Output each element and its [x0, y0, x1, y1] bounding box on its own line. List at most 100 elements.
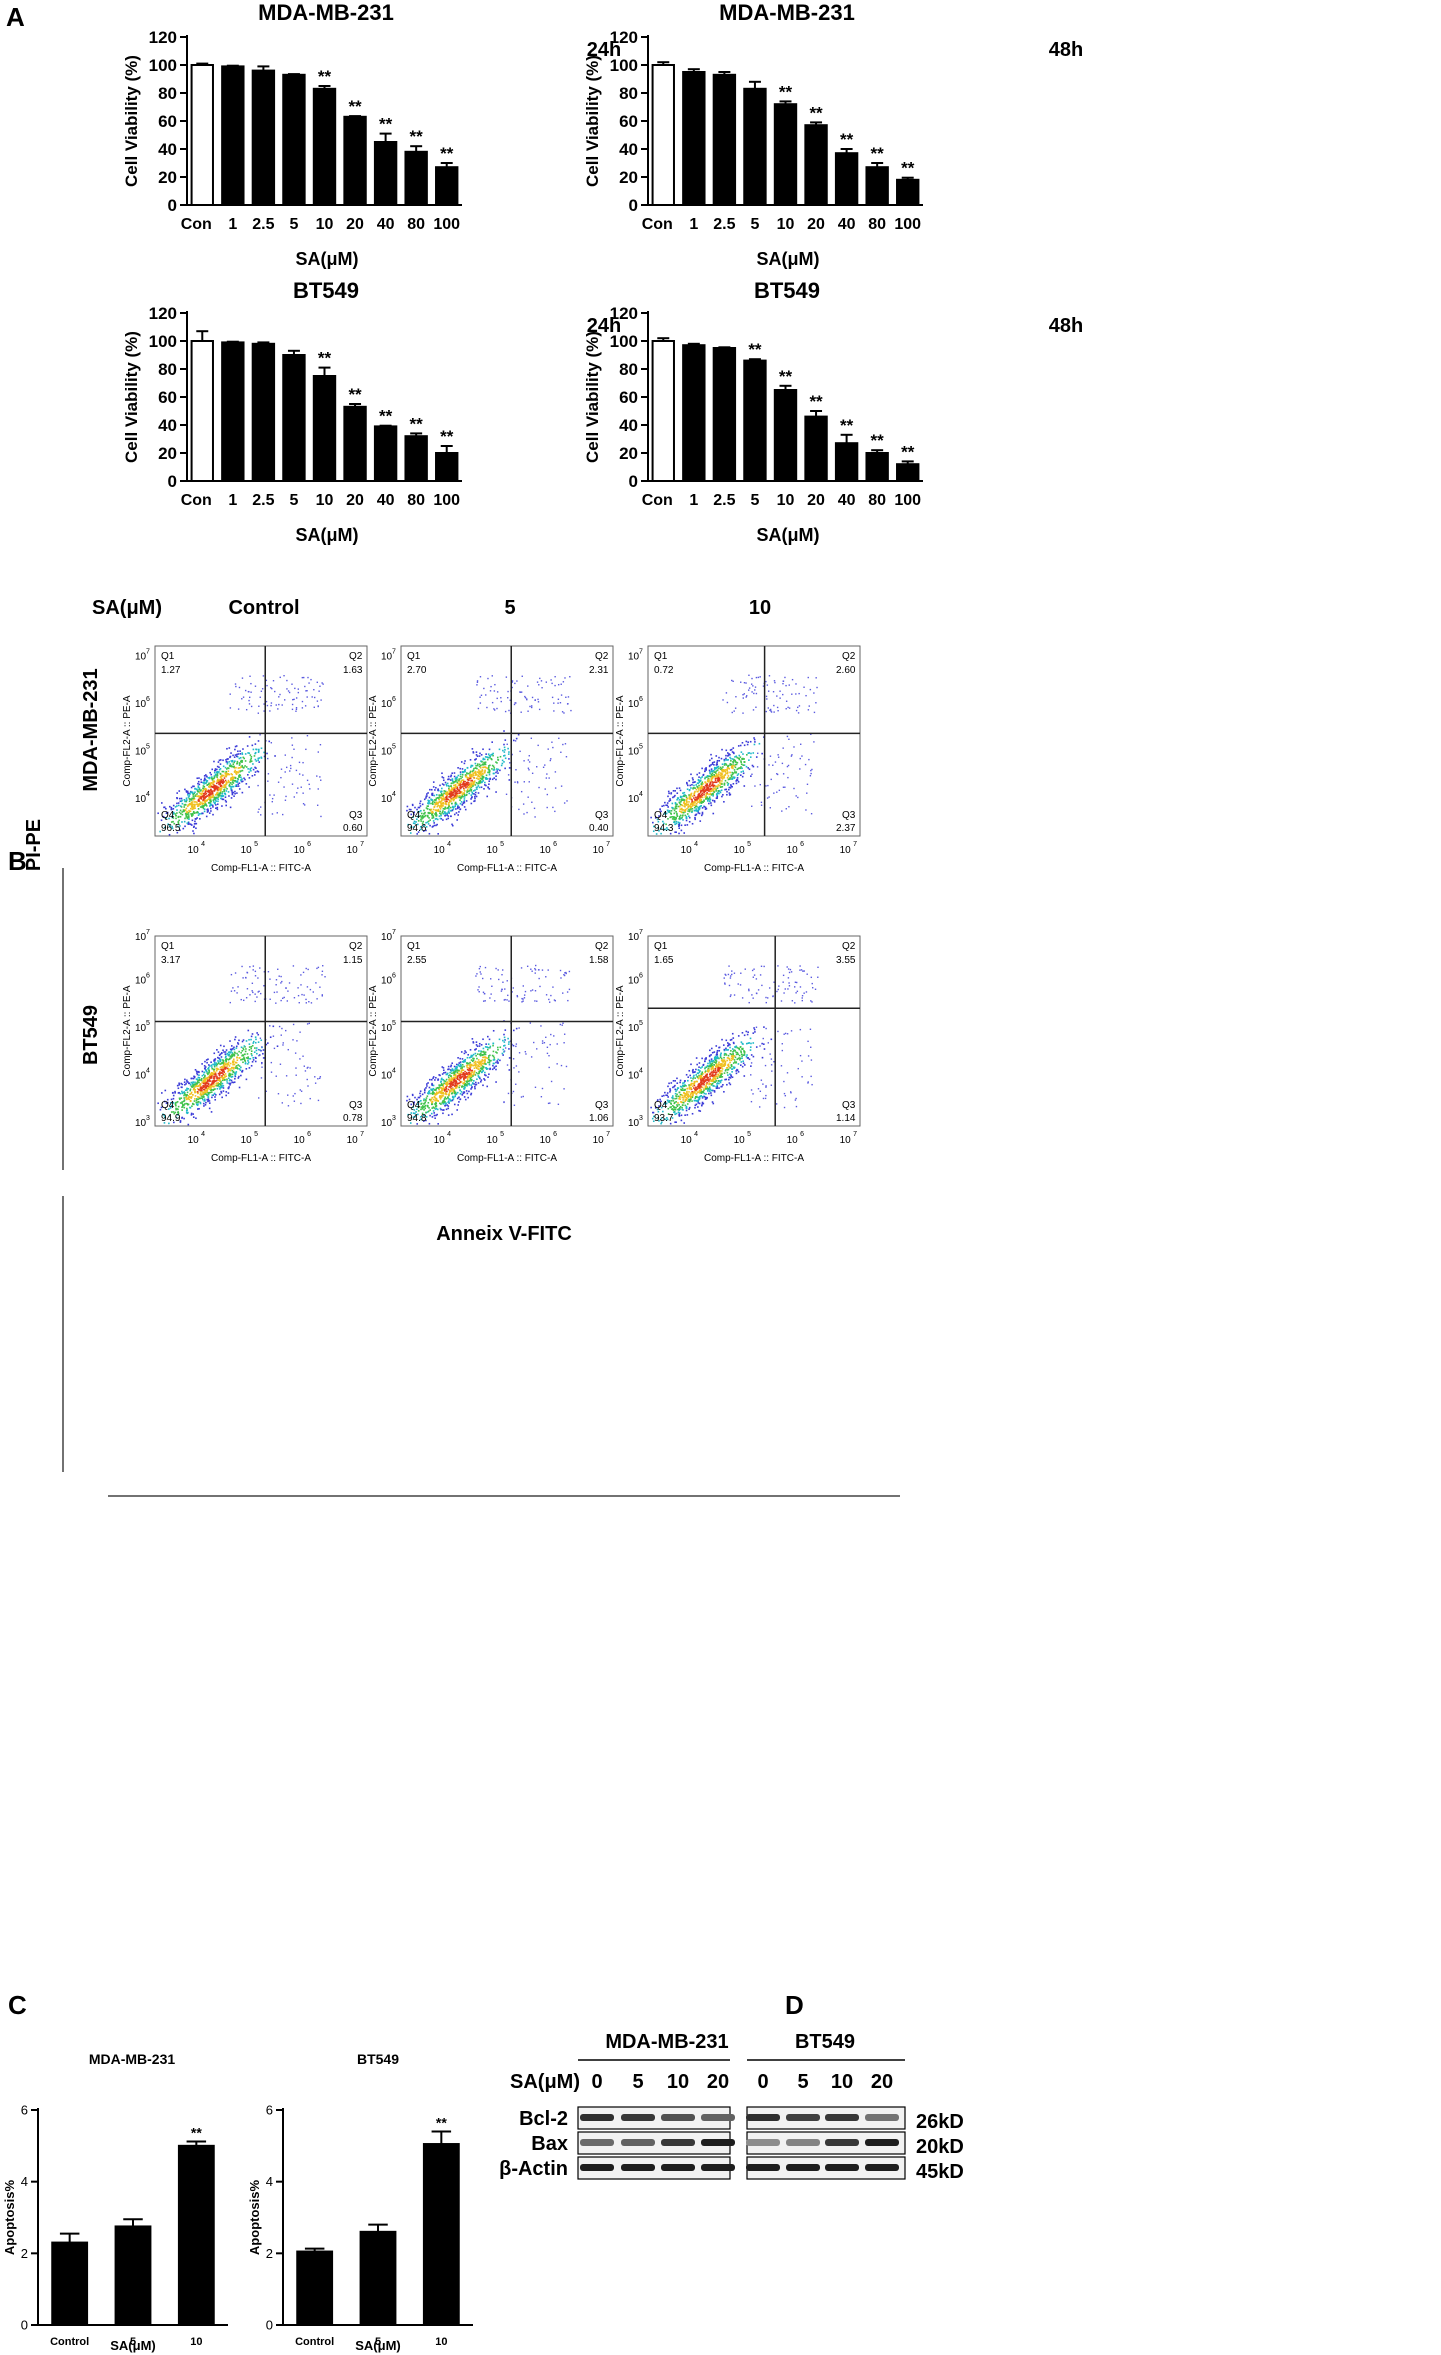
- flow-dot: [673, 812, 676, 815]
- flow-dot: [485, 774, 488, 777]
- flow-dot: [459, 1063, 462, 1065]
- flow-dot: [443, 1082, 445, 1085]
- flow-dot: [209, 804, 212, 807]
- flow-dot: [740, 751, 743, 753]
- flow-dot: [675, 807, 678, 810]
- quadrant-value-q1: 3.17: [161, 955, 181, 966]
- flow-dot: [427, 805, 429, 807]
- flow-dot: [317, 751, 319, 753]
- flow-dot: [698, 794, 700, 797]
- flow-dot: [676, 805, 678, 808]
- flow-dot: [806, 792, 808, 794]
- flow-dot: [186, 813, 189, 816]
- y-tick-label: 60: [158, 388, 177, 407]
- flow-dot: [682, 792, 684, 794]
- flow-dot: [455, 808, 457, 810]
- flow-dot: [704, 770, 706, 773]
- flow-dot: [272, 680, 275, 682]
- flow-dot: [750, 752, 752, 755]
- flow-dot: [456, 787, 458, 790]
- flow-dot: [172, 1094, 175, 1097]
- flow-dot: [229, 1062, 232, 1065]
- flow-dot: [451, 789, 454, 791]
- flow-dot: [433, 1089, 436, 1091]
- flow-dot: [650, 816, 652, 819]
- flow-dot: [689, 797, 692, 800]
- flow-dot: [224, 796, 227, 798]
- chart-title: MDA-MB-231: [258, 0, 394, 25]
- flow-dot: [231, 773, 234, 776]
- flow-dot: [782, 786, 785, 788]
- flow-dot: [217, 1083, 220, 1086]
- flow-dot: [692, 787, 694, 790]
- flow-dot: [486, 706, 488, 709]
- flow-dot: [450, 815, 452, 818]
- flow-dot: [782, 680, 785, 682]
- flow-dot: [727, 755, 729, 757]
- flow-dot: [291, 708, 294, 711]
- flow-dot: [720, 767, 723, 770]
- flow-dot: [412, 826, 415, 828]
- flow-dot: [204, 782, 207, 784]
- flow-dot: [274, 690, 276, 693]
- flow-dot: [238, 788, 241, 790]
- flow-dot: [453, 788, 456, 790]
- flow-dot: [192, 1103, 195, 1106]
- flow-dot: [201, 1081, 204, 1084]
- flow-dot: [203, 1081, 205, 1084]
- flow-dot: [206, 1098, 208, 1101]
- flow-dot: [233, 990, 236, 992]
- flow-dot: [241, 764, 243, 767]
- flow-dot: [261, 1066, 263, 1068]
- flow-dot: [189, 1083, 192, 1086]
- flow-dot: [243, 1045, 246, 1047]
- flow-dot: [508, 779, 511, 781]
- flow-dot: [171, 815, 173, 818]
- flow-dot: [432, 1110, 435, 1112]
- flow-dot: [269, 1036, 272, 1039]
- flow-dot: [508, 751, 510, 753]
- flow-dot: [183, 806, 186, 808]
- flow-dot: [512, 739, 515, 742]
- flow-dot: [166, 1098, 169, 1101]
- flow-dot: [236, 762, 238, 765]
- flow-dot: [195, 1098, 198, 1100]
- flow-dot: [445, 784, 448, 787]
- flow-dot: [257, 740, 260, 742]
- flow-dot: [700, 777, 702, 779]
- flow-dot: [469, 1049, 472, 1051]
- flow-dot: [435, 1104, 437, 1107]
- flow-dot: [263, 710, 265, 712]
- flow-dot: [723, 758, 726, 761]
- flow-dot: [216, 765, 219, 768]
- flow-dot: [200, 1087, 202, 1090]
- flow-dot: [234, 748, 236, 751]
- flow-dot: [229, 1040, 231, 1042]
- flow-dot: [207, 810, 209, 813]
- flow-dot: [240, 776, 242, 779]
- flow-dot: [741, 758, 744, 761]
- flow-dot: [202, 800, 204, 802]
- flow-dot: [226, 1067, 229, 1070]
- flow-dot: [488, 780, 491, 783]
- x-tick-label: 5: [289, 492, 298, 509]
- flow-dot: [308, 783, 310, 786]
- flow-dot: [445, 800, 448, 803]
- flow-dot: [658, 830, 660, 832]
- flow-dot: [810, 812, 813, 815]
- x-tick-label: 100: [894, 492, 921, 509]
- x-tick-label: 20: [807, 216, 825, 233]
- flow-dot: [442, 1102, 445, 1105]
- flow-dot: [699, 795, 702, 797]
- flow-dot: [443, 792, 445, 795]
- flow-dot: [255, 1038, 257, 1041]
- flow-dot: [736, 774, 739, 777]
- flow-dot: [725, 788, 728, 791]
- flow-dot: [706, 797, 708, 799]
- flow-dot: [276, 991, 278, 993]
- flow-dot: [187, 1082, 190, 1085]
- flow-dot: [730, 765, 733, 767]
- flow-dot: [426, 793, 428, 795]
- flow-dot: [421, 1112, 424, 1115]
- flow-dot: [232, 776, 235, 779]
